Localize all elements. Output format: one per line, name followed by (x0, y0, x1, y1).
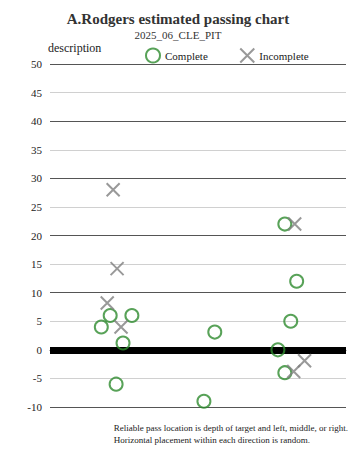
svg-text:2025_06_CLE_PIT: 2025_06_CLE_PIT (135, 29, 222, 41)
svg-text:Incomplete: Incomplete (259, 50, 309, 62)
svg-text:20: 20 (31, 230, 43, 242)
svg-text:25: 25 (31, 201, 43, 213)
svg-text:Reliable pass location is dept: Reliable pass location is depth of targe… (114, 423, 348, 433)
svg-text:description: description (48, 41, 101, 55)
svg-text:10: 10 (31, 287, 43, 299)
svg-text:A.Rodgers estimated passing ch: A.Rodgers estimated passing chart (67, 11, 290, 27)
svg-text:Complete: Complete (165, 50, 208, 62)
svg-text:30: 30 (31, 172, 43, 184)
svg-text:5: 5 (37, 315, 43, 327)
svg-text:Horizontal placement within ea: Horizontal placement within each directi… (114, 435, 310, 445)
svg-text:-5: -5 (33, 372, 43, 384)
svg-text:15: 15 (31, 258, 43, 270)
svg-text:45: 45 (31, 87, 43, 99)
svg-text:50: 50 (31, 58, 43, 70)
svg-text:-10: -10 (27, 401, 42, 413)
svg-text:40: 40 (31, 115, 43, 127)
svg-text:0: 0 (37, 344, 43, 356)
svg-text:35: 35 (31, 144, 43, 156)
